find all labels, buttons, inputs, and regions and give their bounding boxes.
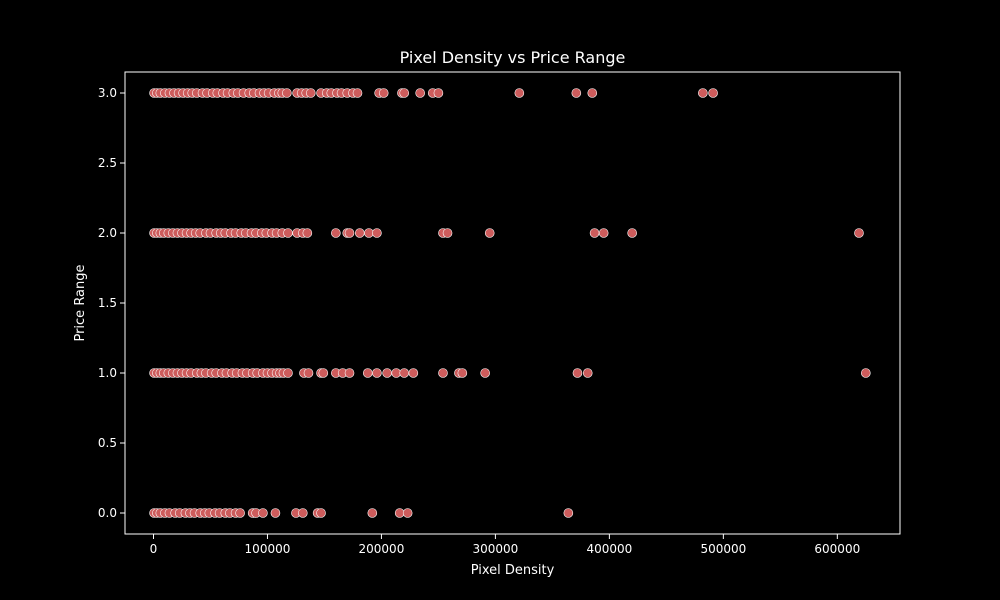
data-point [372,228,382,238]
data-point [563,508,574,518]
data-point [598,228,609,238]
data-point [415,88,425,98]
data-point [484,228,495,238]
data-point [589,228,600,238]
y-tick-label: 0.5 [98,436,117,450]
data-point [408,368,419,378]
y-tick-label: 1.0 [98,366,117,380]
data-point [378,88,389,98]
data-point [331,228,341,238]
data-point [297,508,308,518]
x-tick-label: 300000 [472,542,518,556]
data-point [344,368,355,378]
data-point [303,368,314,378]
data-point [433,88,444,98]
data-point [587,88,598,98]
x-tick-label: 100000 [245,542,291,556]
data-point [364,228,374,238]
data-point [283,368,293,378]
data-point [316,508,326,518]
x-tick-label: 600000 [814,542,860,556]
x-axis-label: Pixel Density [471,563,555,578]
data-point [235,508,245,518]
y-axis-label: Price Range [73,264,88,341]
data-point [399,88,410,98]
y-axis-ticks: 0.0 0.5 1.0 1.5 2.0 2.5 3.0 [98,86,125,520]
data-point [344,228,355,238]
data-points [149,88,871,518]
y-tick-label: 3.0 [98,86,117,100]
data-point [318,368,329,378]
y-tick-label: 2.5 [98,156,117,170]
y-tick-label: 0.0 [98,506,117,520]
x-tick-label: 0 [150,542,158,556]
data-point [399,368,410,378]
data-point [402,508,413,518]
x-tick-label: 500000 [700,542,746,556]
data-point [391,368,402,378]
x-tick-label: 400000 [586,542,632,556]
data-point [438,368,448,378]
data-point [305,88,316,98]
data-point [854,228,864,238]
data-point [698,88,708,98]
data-point [270,508,281,518]
x-axis-ticks: 0 100000 200000 300000 400000 500000 600000 [150,534,860,556]
data-point [708,88,718,98]
data-point [457,368,468,378]
data-point [367,508,378,518]
data-point [354,228,365,238]
data-point [572,368,583,378]
x-tick-label: 200000 [359,542,405,556]
data-point [302,228,313,238]
data-point [582,368,593,378]
data-point [283,228,293,238]
y-tick-label: 2.0 [98,226,117,240]
data-point [514,88,525,98]
data-point [480,368,490,378]
data-point [382,368,392,378]
data-point [627,228,637,238]
data-point [442,228,453,238]
chart-title: Pixel Density vs Price Range [400,48,626,67]
data-point [282,88,292,98]
y-tick-label: 1.5 [98,296,117,310]
data-point [571,88,582,98]
data-point [258,508,268,518]
data-point [362,368,373,378]
data-point [352,88,363,98]
data-point [394,508,405,518]
data-point [372,368,382,378]
data-point [861,368,871,378]
